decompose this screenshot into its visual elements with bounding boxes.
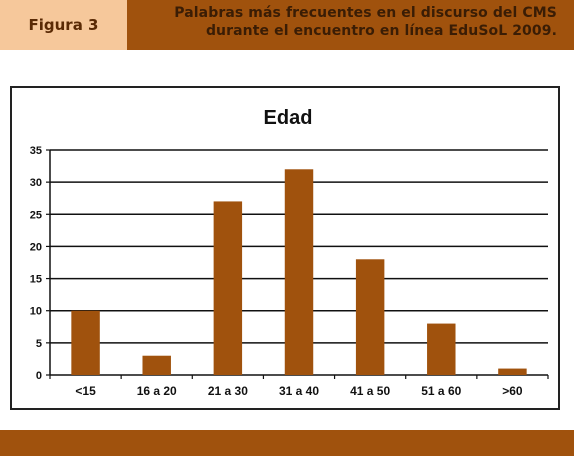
figure-title-line-1: Palabras más frecuentes en el discurso d… bbox=[174, 5, 557, 21]
x-tick-label: <15 bbox=[75, 384, 96, 398]
footer-bar bbox=[0, 430, 574, 456]
y-tick-label: 30 bbox=[30, 177, 42, 189]
x-tick-label: 41 a 50 bbox=[350, 384, 390, 398]
x-tick-label: 16 a 20 bbox=[137, 384, 177, 398]
chart-frame: Edad 0 5 10 15 20 25 30 35 <15 16 a 20 21 a 30 31 a… bbox=[10, 86, 560, 410]
x-tick-label: 51 a 60 bbox=[421, 384, 461, 398]
x-tick-label: 31 a 40 bbox=[279, 384, 319, 398]
y-tick-label: 0 bbox=[36, 370, 42, 382]
figure-title: Palabras más frecuentes en el discurso d… bbox=[127, 4, 557, 48]
y-tick-label: 15 bbox=[30, 274, 42, 286]
figure-label: Figura 3 bbox=[0, 0, 127, 50]
bar bbox=[498, 368, 527, 375]
x-tick-label: >60 bbox=[502, 384, 523, 398]
y-tick-label: 10 bbox=[30, 306, 42, 318]
figure-title-line-2: durante el encuentro en línea EduSoL 200… bbox=[205, 23, 557, 39]
y-tick-label: 35 bbox=[30, 145, 42, 157]
y-tick-label: 20 bbox=[30, 241, 42, 253]
bar bbox=[71, 310, 100, 375]
chart-title: Edad bbox=[264, 107, 313, 129]
x-tick-label: 21 a 30 bbox=[208, 384, 248, 398]
bar bbox=[355, 259, 385, 375]
bar bbox=[284, 169, 314, 375]
y-tick-label: 25 bbox=[30, 209, 42, 221]
y-tick-label: 5 bbox=[36, 338, 42, 350]
bar-chart: Edad 0 5 10 15 20 25 30 35 <15 16 a 20 21 a 30 31 a… bbox=[30, 107, 549, 398]
bar bbox=[142, 355, 171, 375]
bar bbox=[213, 201, 243, 375]
bar bbox=[427, 323, 456, 375]
